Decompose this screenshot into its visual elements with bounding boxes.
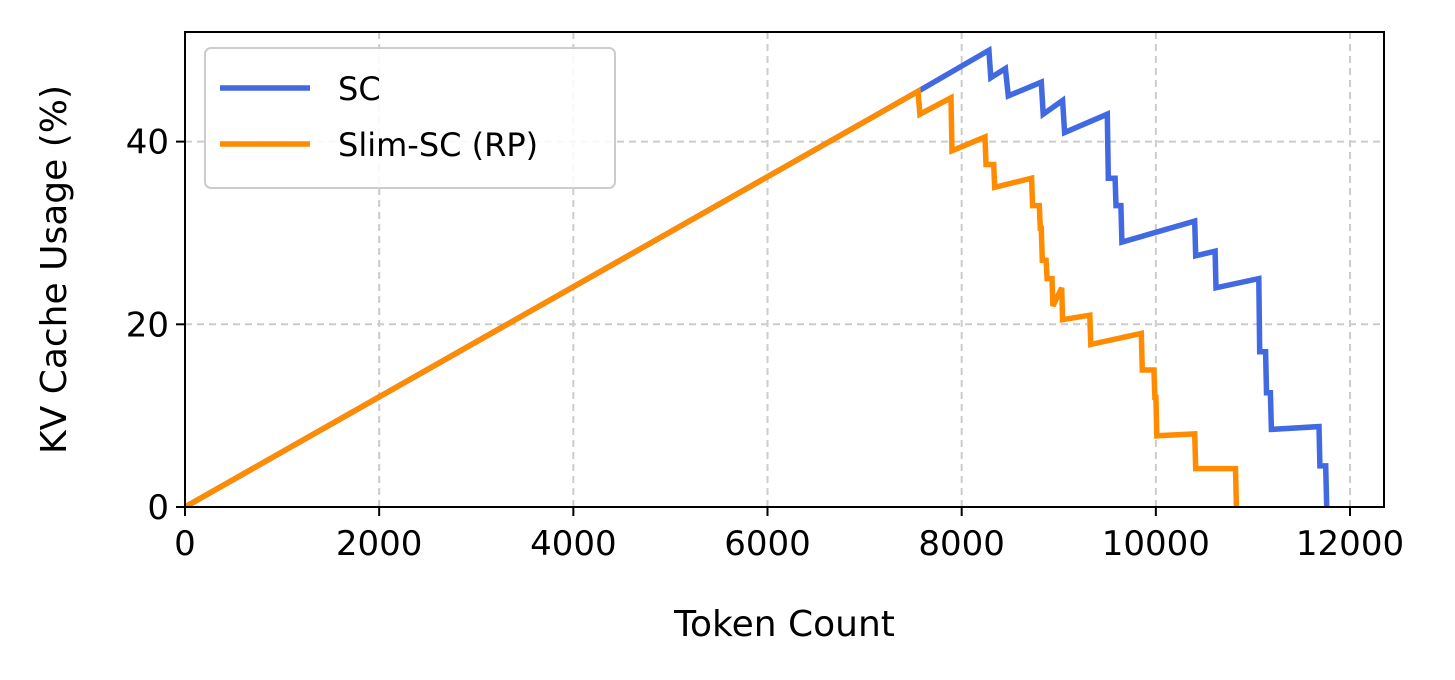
legend: SC Slim-SC (RP) [204, 47, 616, 189]
x-tick-label: 10000 [1102, 524, 1210, 564]
legend-items: SC Slim-SC (RP) [220, 70, 538, 164]
x-tick-label: 12000 [1296, 524, 1404, 564]
series-layer [185, 45, 1330, 507]
x-tick-label: 8000 [918, 524, 1005, 564]
x-tick-label: 0 [174, 524, 196, 564]
series-line-sc [185, 45, 1330, 507]
x-axis-label: Token Count [673, 604, 895, 645]
legend-label: Slim-SC (RP) [338, 126, 538, 164]
x-tick-label: 2000 [336, 524, 423, 564]
y-tick-label: 20 [126, 305, 169, 345]
tick-layer: 0 2000 4000 6000 8000 10000 12000 0 20 40 [126, 123, 1404, 564]
legend-box [204, 47, 616, 189]
legend-label: SC [338, 70, 381, 108]
plot-frame [184, 31, 1385, 508]
y-tick-label: 0 [147, 488, 169, 528]
y-tick-label: 40 [126, 123, 169, 163]
y-axis-label: KV Cache Usage (%) [34, 85, 75, 454]
series-line-slim-sc-rp [185, 86, 1240, 507]
x-tick-label: 6000 [724, 524, 811, 564]
x-tick-label: 4000 [530, 524, 617, 564]
